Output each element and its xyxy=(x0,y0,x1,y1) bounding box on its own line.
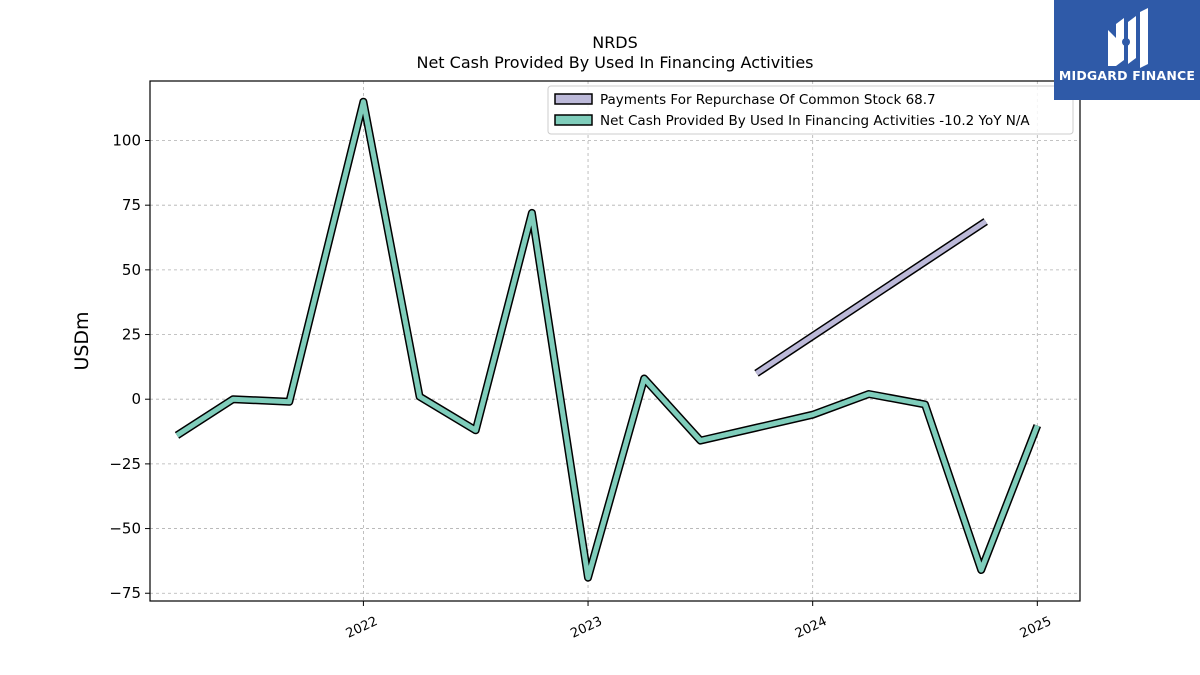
x-tick-label: 2022 xyxy=(344,614,380,642)
series-line xyxy=(755,219,988,376)
legend-swatch xyxy=(554,114,593,126)
legend-swatch xyxy=(554,93,593,105)
series-line xyxy=(175,99,1040,581)
grid-lines xyxy=(150,81,1080,601)
x-tick-label: 2024 xyxy=(793,614,829,642)
legend-label: Net Cash Provided By Used In Financing A… xyxy=(600,113,1030,129)
y-tick-label: −25 xyxy=(109,455,141,473)
series-line-2 xyxy=(174,97,1042,582)
logo-text: MIDGARD FINANCE xyxy=(1058,68,1196,83)
y-tick-label: 50 xyxy=(122,261,141,279)
x-axis-ticks: 2022 2023 2024 2025 xyxy=(344,601,1054,642)
legend-box xyxy=(547,85,1074,135)
x-tick-label: 2025 xyxy=(1018,614,1054,642)
series-line-1 xyxy=(754,218,988,377)
plot-frame xyxy=(149,80,1081,602)
y-axis-ticks: −75 −50 −25 0 25 50 75 100 xyxy=(109,132,150,602)
midgard-logo-icon xyxy=(1108,8,1148,68)
series-layer xyxy=(174,97,1042,582)
y-tick-label: 100 xyxy=(112,132,141,150)
y-tick-label: −50 xyxy=(109,520,141,538)
chart-subtitle: Net Cash Provided By Used In Financing A… xyxy=(416,53,814,72)
legend: Payments For Repurchase Of Common Stock … xyxy=(547,85,1074,135)
x-tick-label: 2023 xyxy=(568,614,604,642)
legend-label: Payments For Repurchase Of Common Stock … xyxy=(600,92,936,108)
y-tick-label: 75 xyxy=(122,196,141,214)
chart-title: NRDS xyxy=(592,33,638,52)
y-axis-label: USDm xyxy=(71,311,93,370)
brand-logo: MIDGARD FINANCE xyxy=(1054,0,1200,100)
y-tick-label: 25 xyxy=(122,326,141,344)
y-tick-label: −75 xyxy=(109,584,141,602)
y-tick-label: 0 xyxy=(131,390,141,408)
